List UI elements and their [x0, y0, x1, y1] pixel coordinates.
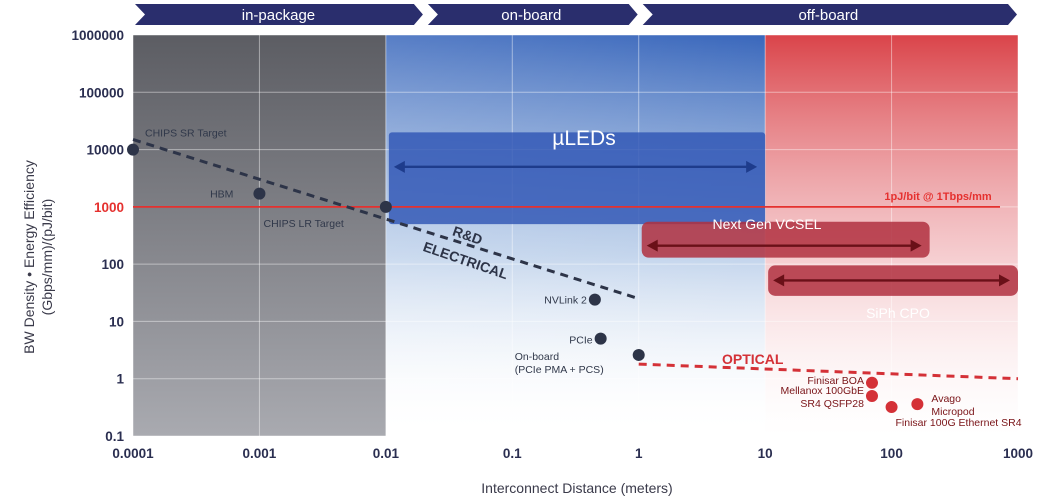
band-label-leds: µLEDs	[552, 127, 615, 150]
data-points: CHIPS SR Target HBM CHIPS LR Target NVLink …	[127, 128, 1022, 429]
point-label-hbm: HBM	[210, 189, 233, 201]
y-tick-label-10: 10	[109, 314, 124, 329]
band-next-gen-vcsel-arrow-right-head	[910, 239, 922, 252]
point-finisar-boa	[865, 376, 878, 389]
point-label-mellanox-100gbe-line-2: SR4 QSFP28	[800, 398, 864, 410]
point-label-on-board: On-board	[515, 351, 560, 363]
band-next-gen-vcsel	[641, 221, 930, 258]
y-axis-title-line-2: (Gbps/mm)/(pJ/bit)	[39, 199, 55, 316]
point-label-mellanox-100gbe: Mellanox 100GbE	[781, 385, 864, 397]
point-avago	[911, 398, 924, 411]
trend-line-electrical	[132, 138, 640, 301]
region-in-package	[133, 35, 386, 436]
band-leds	[388, 132, 766, 225]
x-tick-label-10: 10	[758, 446, 773, 461]
band-siph-cpo-arrow-right-head	[999, 274, 1010, 287]
header-band-in-package	[135, 4, 423, 25]
y-tick-label-1000: 1000	[94, 200, 124, 215]
point-hbm	[253, 187, 266, 200]
reference-line-label: 1pJ/bit @ 1Tbps/mm	[884, 191, 992, 203]
point-on-board	[632, 348, 645, 361]
x-tick-label-1000: 1000	[1003, 446, 1033, 461]
axes: 0.0001 0.001 0.01 0.1 1 10 100 1000 0.1 1 10 100 100…	[71, 28, 1033, 461]
x-tick-label-0-01: 0.01	[373, 446, 400, 461]
y-axis-title-line-1: BW Density • Energy Efficiency	[21, 160, 37, 354]
trend-label-optical: OPTICAL	[722, 351, 784, 367]
header-label-on-board: on-board	[501, 7, 561, 24]
point-label-chips-sr-target: CHIPS SR Target	[145, 128, 227, 140]
header-band-on-board	[427, 4, 638, 25]
y-tick-label-0-1: 0.1	[105, 429, 124, 444]
y-tick-label-100000: 100000	[79, 85, 124, 100]
y-tick-label-1000000: 1000000	[71, 28, 124, 43]
point-label-avago-line-2: Micropod	[931, 406, 974, 418]
region-header-bands: in-package on-board off-board	[135, 4, 1017, 25]
band-leds-arrow-right-head	[746, 160, 758, 173]
x-tick-label-0-0001: 0.0001	[112, 446, 154, 461]
point-chips-sr-target	[127, 143, 139, 156]
y-axis-title: BW Density • Energy Efficiency (Gbps/mm)…	[21, 160, 55, 354]
header-band-off-board	[642, 4, 1017, 25]
header-label-off-board: off-board	[798, 7, 858, 24]
point-label-chips-lr-target: CHIPS LR Target	[264, 218, 344, 230]
x-axis-title: Interconnect Distance (meters)	[481, 480, 672, 496]
point-label-avago: Avago	[931, 393, 961, 405]
y-tick-label-10000: 10000	[86, 143, 124, 158]
point-nvlink-2	[588, 293, 601, 306]
y-tick-label-1: 1	[116, 372, 124, 387]
point-label-finisar-boa: Finisar BOA	[807, 375, 864, 387]
x-tick-label-0-1: 0.1	[503, 446, 522, 461]
y-tick-label-100: 100	[101, 257, 124, 272]
point-pcie	[594, 332, 607, 345]
point-finisar-100g-ethernet-sr4	[885, 401, 898, 414]
point-label-nvlink-2: NVLink 2	[544, 295, 587, 307]
band-leds-arrow-left-head	[393, 160, 405, 173]
band-next-gen-vcsel-arrow-left-head	[646, 239, 658, 252]
point-label-pcie: PCIe	[569, 335, 593, 347]
trend-line-optical	[638, 362, 1019, 381]
x-tick-label-0-001: 0.001	[243, 446, 277, 461]
point-label-finisar-100g-ethernet-sr4: Finisar 100G Ethernet SR4	[896, 417, 1022, 429]
header-label-in-package: in-package	[242, 7, 315, 24]
band-siph-cpo-arrow-left-head	[773, 274, 785, 287]
x-tick-label-1: 1	[635, 446, 643, 461]
band-label-next-gen-vcsel: Next Gen VCSEL	[713, 216, 822, 232]
band-label-siph-cpo: SiPh CPO	[866, 305, 930, 321]
x-tick-label-100: 100	[880, 446, 903, 461]
reference-line-group: 1pJ/bit @ 1Tbps/mm	[133, 191, 1000, 208]
point-chips-lr-target	[379, 200, 392, 213]
point-label-on-board-line-2: (PCIe PMA + PCS)	[515, 364, 604, 376]
technology-bands: µLEDs Next Gen VCSEL SiPh CPO	[388, 127, 1018, 321]
point-mellanox-100gbe	[865, 389, 878, 402]
